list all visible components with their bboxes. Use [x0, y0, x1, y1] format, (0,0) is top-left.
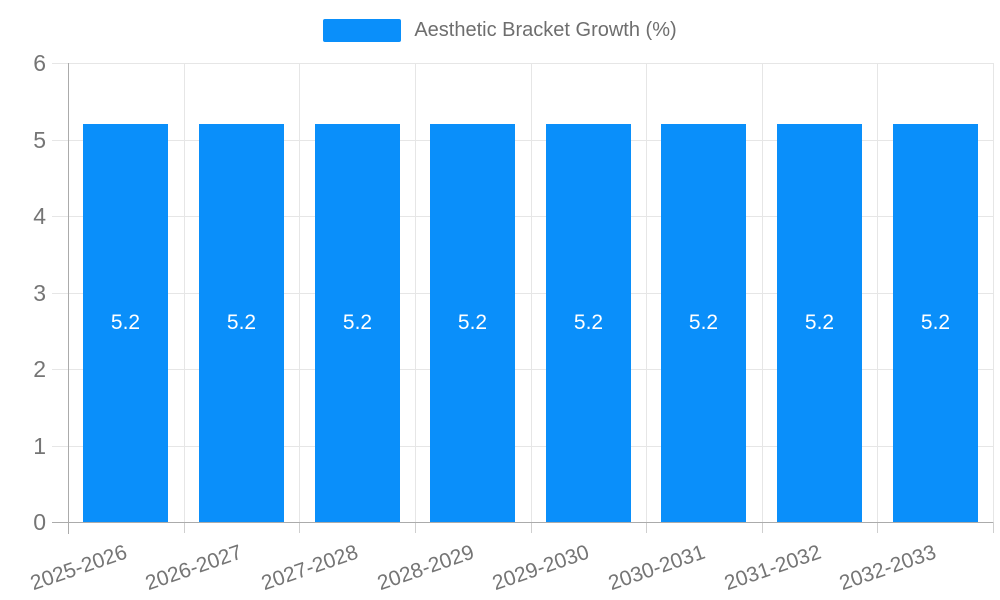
y-tick-label: 3	[33, 280, 46, 306]
y-tick-label: 5	[33, 127, 46, 153]
y-tick-label: 1	[33, 433, 46, 459]
x-axis-tick	[993, 522, 994, 533]
x-axis-tick	[646, 522, 647, 533]
x-tick-label: 2029-2030	[489, 540, 592, 596]
x-gridline	[184, 63, 185, 522]
bar-value-label: 5.2	[920, 311, 951, 334]
bar[interactable]: 5.2	[430, 124, 515, 522]
x-tick-label: 2031-2032	[721, 540, 824, 596]
y-gridline	[52, 216, 993, 217]
y-tick-label: 6	[33, 50, 46, 76]
x-gridline	[299, 63, 300, 522]
y-tick-label: 2	[33, 356, 46, 382]
bar[interactable]: 5.2	[546, 124, 631, 522]
bar-value-label: 5.2	[804, 311, 835, 334]
x-axis-tick	[531, 522, 532, 533]
chart-legend: Aesthetic Bracket Growth (%)	[0, 19, 1000, 42]
x-tick-label: 2032-2033	[836, 540, 939, 596]
x-gridline	[646, 63, 647, 522]
x-tick-label: 2030-2031	[605, 540, 708, 596]
x-gridline	[531, 63, 532, 522]
bar[interactable]: 5.2	[661, 124, 746, 522]
x-gridline	[762, 63, 763, 522]
x-axis-tick	[877, 522, 878, 533]
y-axis-line	[68, 63, 69, 534]
x-tick-label: 2027-2028	[258, 540, 361, 596]
x-tick-label: 2026-2027	[142, 540, 245, 596]
y-gridline	[52, 293, 993, 294]
bar[interactable]: 5.2	[777, 124, 862, 522]
x-axis-tick	[415, 522, 416, 533]
bar-value-label: 5.2	[573, 311, 604, 334]
x-axis-line	[52, 522, 993, 523]
x-axis-tick	[299, 522, 300, 533]
x-gridline	[415, 63, 416, 522]
y-gridline	[52, 63, 993, 64]
x-axis-tick	[184, 522, 185, 533]
y-tick-label: 4	[33, 203, 46, 229]
bar[interactable]: 5.2	[83, 124, 168, 522]
x-gridline	[993, 63, 994, 522]
bar-value-label: 5.2	[688, 311, 719, 334]
y-tick-label: 0	[33, 509, 46, 535]
x-gridline	[877, 63, 878, 522]
y-gridline	[52, 140, 993, 141]
legend-item[interactable]: Aesthetic Bracket Growth (%)	[323, 19, 677, 42]
legend-label: Aesthetic Bracket Growth (%)	[414, 19, 677, 41]
x-tick-label: 2028-2029	[374, 540, 477, 596]
bar-value-label: 5.2	[110, 311, 141, 334]
bar-value-label: 5.2	[457, 311, 488, 334]
legend-swatch	[323, 19, 402, 42]
x-axis-tick	[762, 522, 763, 533]
y-gridline	[52, 446, 993, 447]
bar-value-label: 5.2	[342, 311, 373, 334]
bar[interactable]: 5.2	[315, 124, 400, 522]
bar[interactable]: 5.2	[199, 124, 284, 522]
y-gridline	[52, 369, 993, 370]
x-tick-label: 2025-2026	[27, 540, 130, 596]
bar-value-label: 5.2	[226, 311, 257, 334]
bar[interactable]: 5.2	[893, 124, 978, 522]
